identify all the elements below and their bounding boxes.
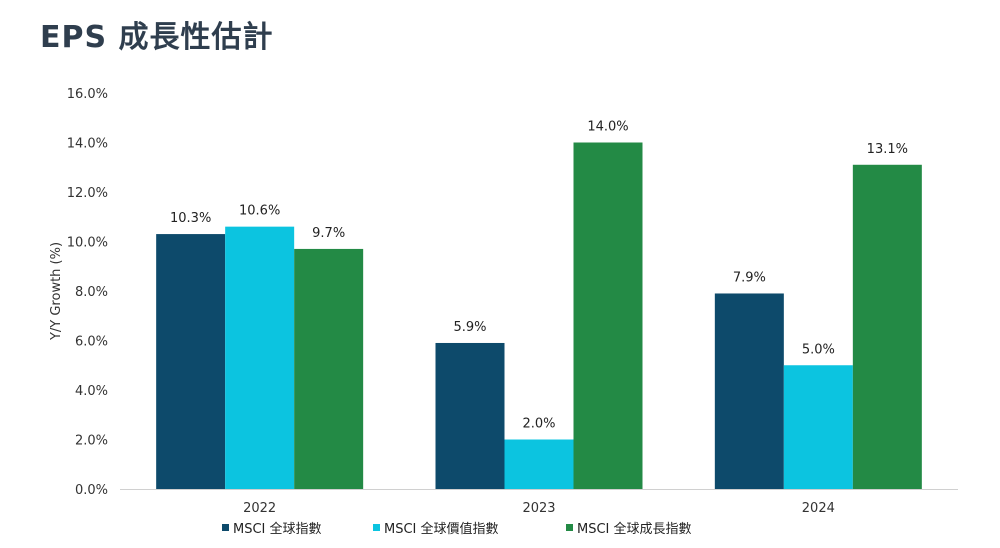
x-tick-label: 2024 (802, 501, 835, 516)
y-tick-label: 0.0% (75, 483, 108, 498)
y-tick-label: 12.0% (67, 186, 108, 201)
y-tick-label: 4.0% (75, 384, 108, 399)
data-label: 2.0% (522, 417, 555, 432)
legend-item-msci-growth: MSCI 全球成長指數 (566, 518, 692, 537)
data-label: 10.3% (170, 211, 211, 226)
data-label: 5.9% (453, 320, 486, 335)
legend-label: MSCI 全球指數 (233, 522, 322, 537)
bar (435, 342, 505, 489)
y-tick-label: 8.0% (75, 285, 108, 300)
legend-item-msci-world: MSCI 全球指數 (222, 518, 322, 537)
legend-swatch (566, 524, 573, 531)
legend-swatch (373, 524, 380, 531)
bar (294, 248, 364, 489)
bar (714, 293, 784, 489)
y-tick-label: 6.0% (75, 335, 108, 350)
data-label: 5.0% (802, 342, 835, 357)
data-label: 14.0% (587, 120, 628, 135)
legend: MSCI 全球指數 MSCI 全球價值指數 MSCI 全球成長指數 (0, 518, 1000, 542)
y-axis-title: Y/Y Growth (%) (49, 242, 64, 341)
bar (504, 439, 574, 489)
y-tick-label: 2.0% (75, 434, 108, 449)
bar (573, 142, 643, 489)
bar (156, 234, 226, 489)
data-label: 10.6% (239, 204, 280, 219)
data-label: 13.1% (867, 142, 908, 157)
data-label: 9.7% (312, 226, 345, 241)
bar (225, 226, 295, 489)
y-tick-label: 16.0% (67, 87, 108, 102)
x-tick-label: 2023 (522, 501, 555, 516)
bar (783, 365, 853, 489)
x-tick-label: 2022 (243, 501, 276, 516)
legend-label: MSCI 全球價值指數 (384, 522, 499, 537)
data-label: 7.9% (733, 270, 766, 285)
legend-label: MSCI 全球成長指數 (577, 522, 692, 537)
bar (852, 164, 922, 489)
y-tick-label: 14.0% (67, 137, 108, 152)
legend-swatch (222, 524, 229, 531)
y-tick-label: 10.0% (67, 236, 108, 251)
chart-title: EPS 成長性估計 (40, 20, 274, 55)
legend-item-msci-value: MSCI 全球價值指數 (373, 518, 499, 537)
